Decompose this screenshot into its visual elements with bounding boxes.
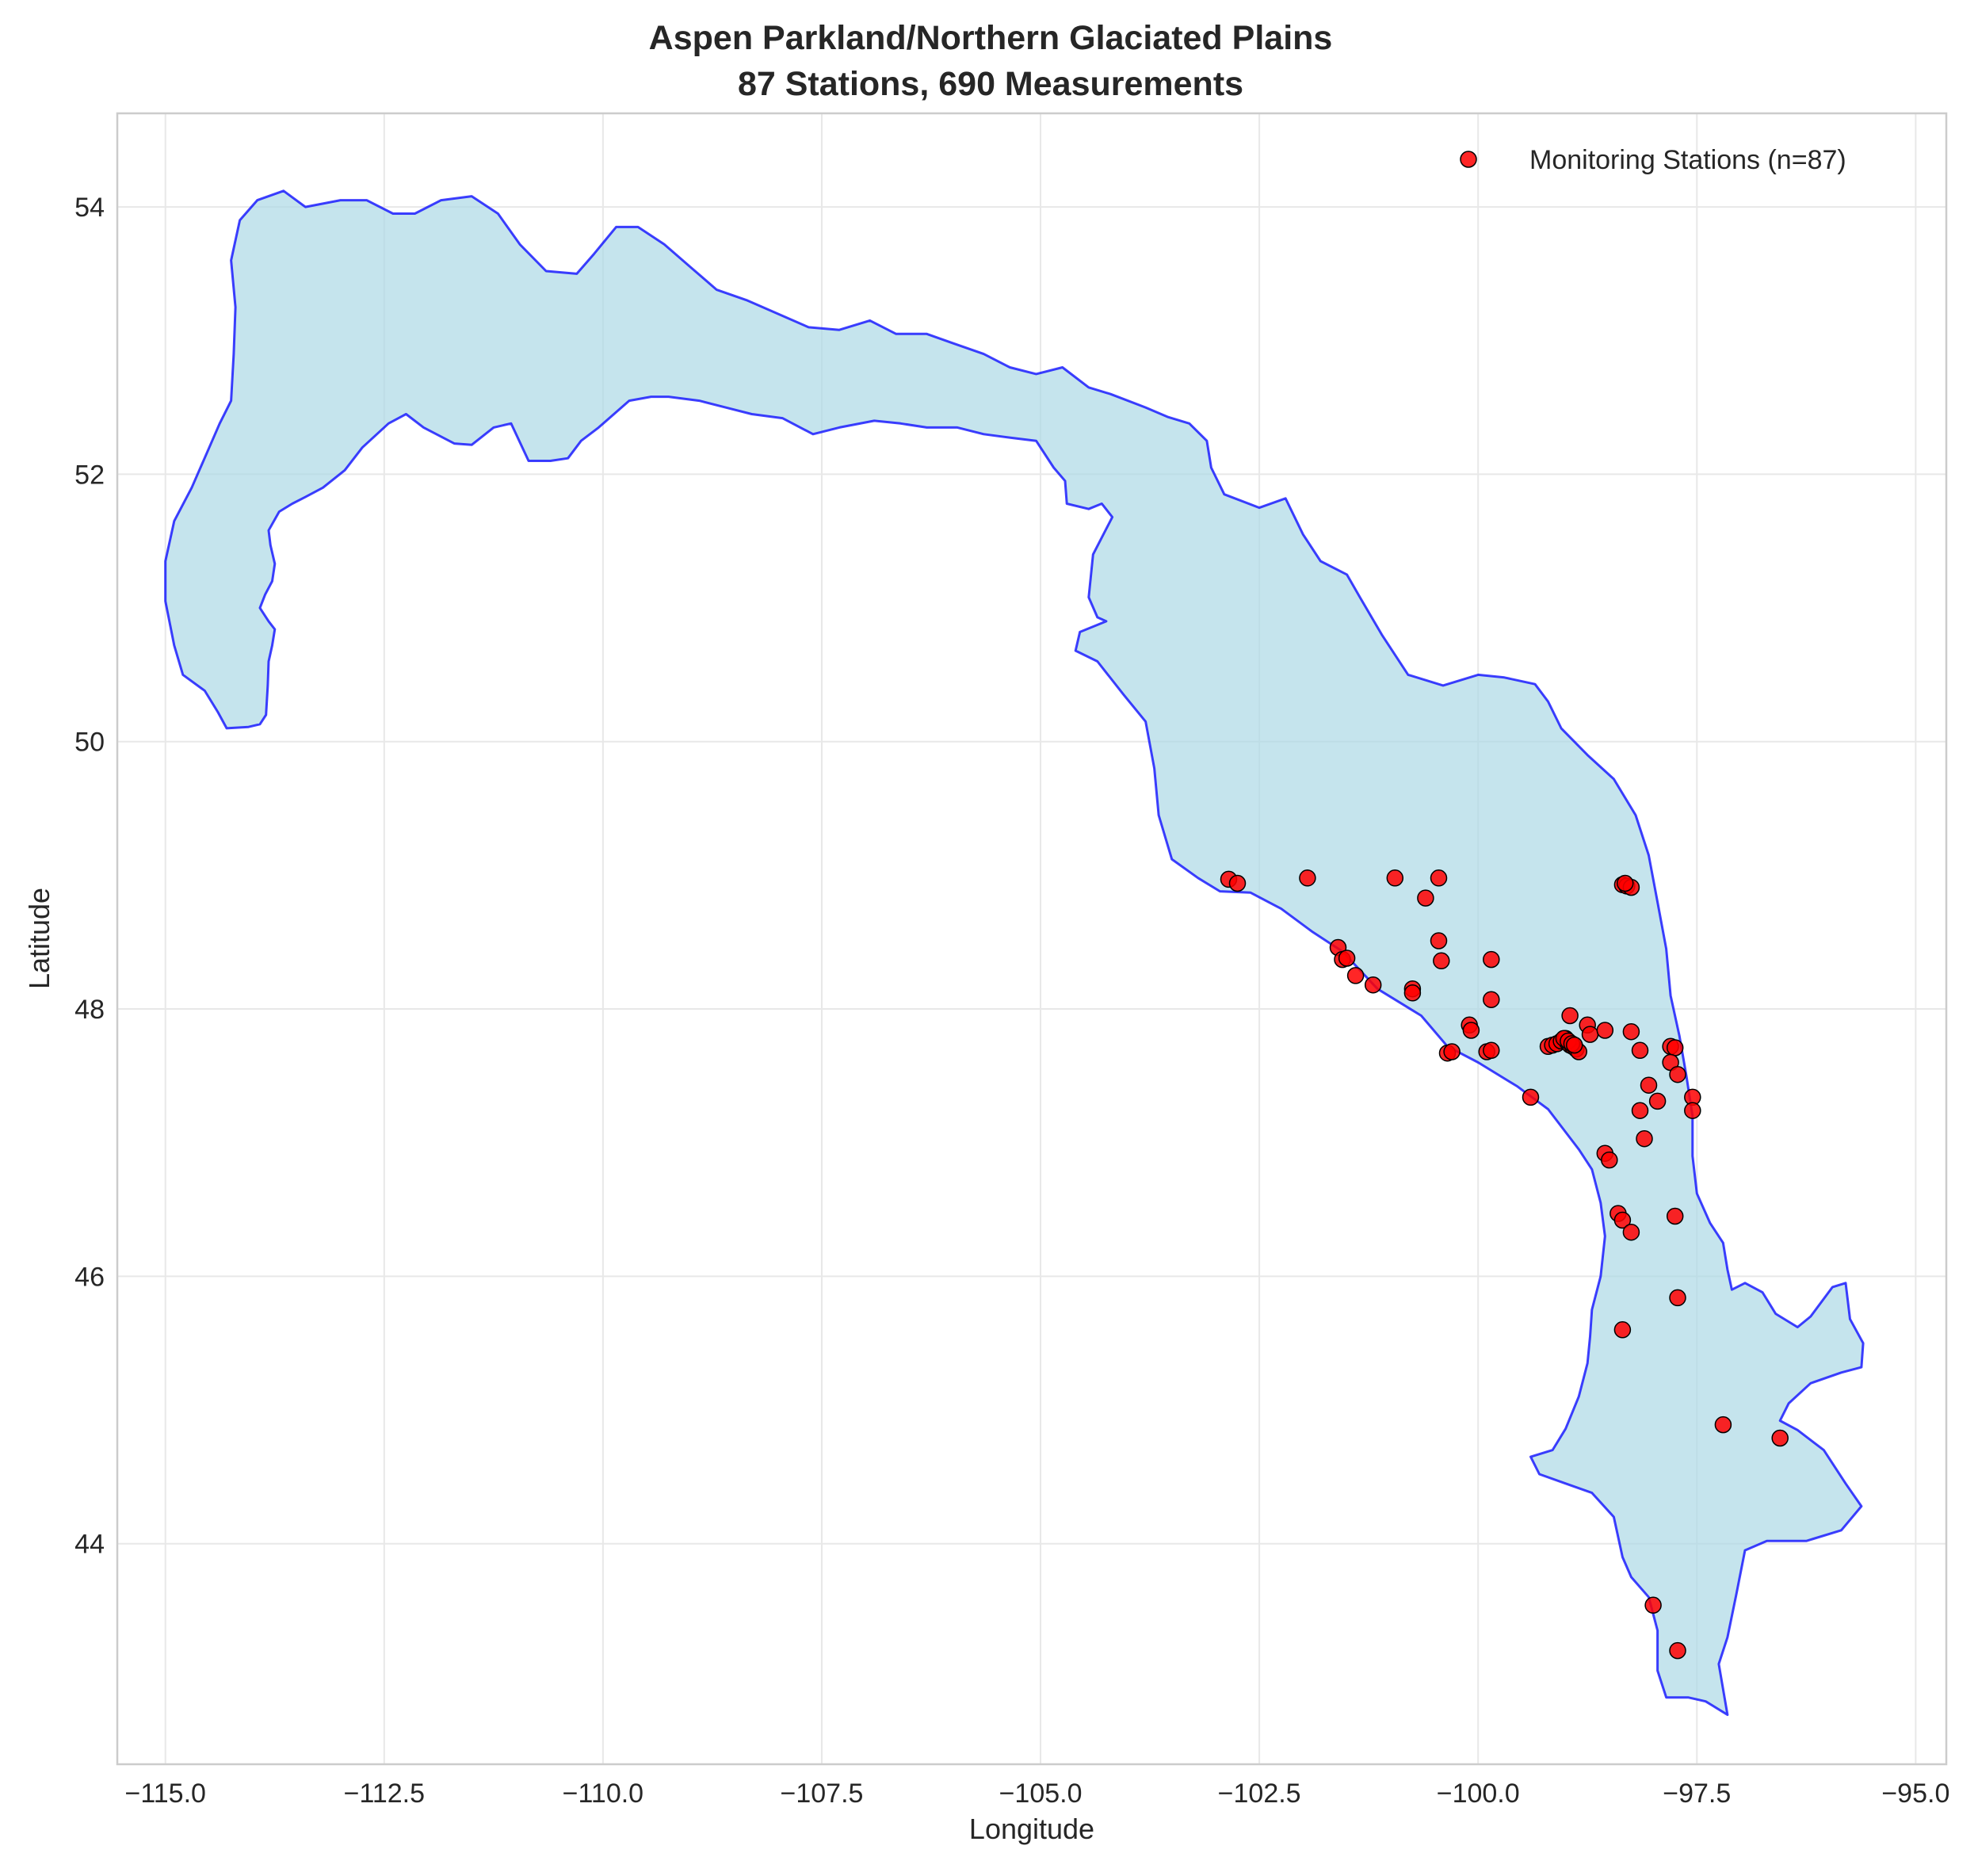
station-point: [1640, 1076, 1658, 1094]
x-tick-label: −100.0: [1437, 1779, 1520, 1809]
y-tick-label: 48: [74, 995, 105, 1025]
y-tick-label: 50: [74, 728, 105, 758]
station-point: [1636, 1129, 1653, 1148]
station-point: [1669, 1289, 1686, 1307]
station-point: [1561, 1007, 1579, 1025]
station-point: [1228, 874, 1247, 892]
x-tick-label: −110.0: [563, 1779, 643, 1809]
station-point: [1433, 952, 1450, 970]
station-point: [1430, 869, 1448, 887]
x-tick-label: −95.0: [1881, 1779, 1949, 1809]
chart-subtitle: 87 Stations, 690 Measurements: [738, 65, 1243, 103]
points-layer: [1220, 869, 1789, 1660]
x-tick-label: −112.5: [344, 1779, 425, 1809]
station-point: [1581, 1026, 1599, 1043]
region-layer: [164, 189, 1865, 1717]
station-point: [1613, 1211, 1632, 1229]
y-tick-label: 44: [74, 1530, 105, 1560]
station-point: [1622, 1022, 1640, 1041]
y-tick-label: 46: [74, 1262, 105, 1292]
station-point: [1666, 1207, 1684, 1225]
station-point: [1522, 1088, 1540, 1106]
station-point: [1644, 1596, 1662, 1614]
y-tick-label: 52: [74, 460, 105, 490]
station-point: [1684, 1102, 1701, 1119]
x-axis-ticks: −115.0 −112.5 −110.0 −107.5 −105.0 −102.5 −100…: [125, 1779, 1950, 1809]
y-tick-label: 54: [74, 193, 105, 223]
station-point: [1430, 932, 1448, 949]
x-tick-label: −115.0: [125, 1779, 206, 1809]
x-tick-label: −97.5: [1663, 1779, 1731, 1809]
station-point: [1443, 1043, 1461, 1060]
x-tick-label: −107.5: [780, 1779, 863, 1809]
station-point: [1483, 991, 1500, 1008]
station-point: [1299, 869, 1316, 887]
x-axis-label: Longitude: [969, 1813, 1094, 1845]
x-tick-label: −105.0: [999, 1779, 1083, 1809]
y-axis-label: Latitude: [23, 888, 55, 989]
station-point: [1364, 976, 1382, 994]
station-point: [1338, 949, 1356, 967]
legend-marker: [1460, 151, 1477, 168]
station-point: [1669, 1641, 1686, 1660]
x-tick-label: −102.5: [1218, 1779, 1301, 1809]
station-point: [1462, 1022, 1480, 1039]
station-point: [1631, 1102, 1649, 1119]
station-point: [1666, 1039, 1684, 1056]
y-axis-ticks: 44 46 48 50 52 54: [74, 193, 105, 1560]
station-point: [1631, 1041, 1649, 1060]
station-point: [1669, 1065, 1686, 1083]
station-point: [1483, 1041, 1500, 1060]
station-point: [1771, 1429, 1789, 1447]
station-point: [1601, 1151, 1618, 1169]
station-point: [1648, 1092, 1667, 1110]
station-point: [1483, 950, 1500, 969]
station-point: [1417, 889, 1434, 907]
station-point: [1596, 1022, 1614, 1039]
station-point: [1346, 967, 1365, 984]
region-outline: [164, 189, 1865, 1717]
chart-title: Aspen Parkland/Northern Glaciated Plains: [649, 19, 1333, 57]
plot-frame: [116, 112, 1948, 1766]
station-point: [1714, 1416, 1732, 1434]
legend: Monitoring Stations (n=87): [1460, 145, 1846, 175]
station-point: [1613, 1321, 1632, 1339]
legend-label: Monitoring Stations (n=87): [1529, 145, 1846, 175]
station-point: [1565, 1036, 1583, 1054]
station-point: [1386, 869, 1404, 887]
station-point: [1622, 1223, 1640, 1241]
station-point: [1616, 874, 1634, 892]
station-point: [1403, 984, 1422, 1002]
